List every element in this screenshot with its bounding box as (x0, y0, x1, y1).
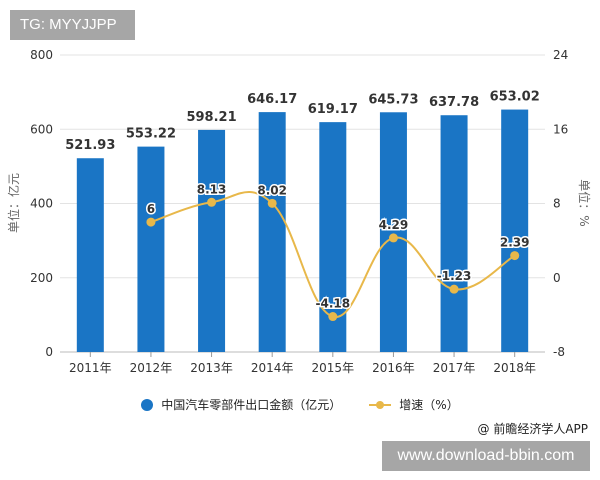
chart-area: 800 600 400 200 0 24 16 8 0 -8 单位：亿元 单位：% 521.93… (6, 48, 592, 375)
line-value-label: -1.23 (437, 269, 472, 283)
line-value-label: 6 (147, 202, 155, 216)
line-point[interactable] (207, 197, 217, 207)
x-tick-label: 2012年 (130, 361, 173, 375)
line-point[interactable] (267, 198, 277, 208)
right-tick-label: -8 (553, 345, 565, 359)
x-tick-label: 2017年 (433, 361, 476, 375)
bar[interactable] (137, 146, 165, 352)
footer-url-badge: www.download-bbin.com (382, 441, 590, 471)
bar[interactable] (379, 112, 407, 352)
tg-badge: TG: MYYJJPP (10, 10, 135, 40)
line-point[interactable] (146, 217, 156, 227)
line-series: 6 8.13 8.02 -4.18 4.29 -1.23 2.39 (145, 181, 531, 322)
left-axis-label: 单位：亿元 (6, 173, 21, 233)
bar-value-label: 637.78 (429, 95, 479, 110)
right-axis-ticks: 24 16 8 0 -8 (553, 48, 568, 359)
bar-value-label: 646.17 (247, 92, 297, 107)
line-point[interactable] (328, 312, 338, 322)
line-value-label: -4.18 (316, 297, 351, 311)
bar-value-label: 521.93 (65, 138, 115, 153)
legend-item-export-value[interactable]: 中国汽车零部件出口金额（亿元） (141, 396, 341, 413)
x-tick-label: 2016年 (372, 361, 415, 375)
legend-item-growth-rate[interactable]: 增速（%） (369, 396, 459, 413)
line-value-label: 8.02 (257, 183, 287, 197)
bar-value-label: 645.73 (368, 92, 418, 107)
right-tick-label: 8 (553, 197, 561, 211)
x-tick-label: 2018年 (493, 361, 536, 375)
line-point[interactable] (510, 251, 520, 261)
line-value-label: 2.39 (500, 236, 530, 250)
left-tick-label: 400 (30, 197, 53, 211)
bar-value-label: 619.17 (308, 102, 358, 117)
legend-label: 增速（%） (399, 398, 459, 412)
right-tick-label: 0 (553, 271, 561, 285)
right-tick-label: 24 (553, 48, 568, 62)
circle-icon (141, 398, 154, 411)
left-tick-label: 600 (30, 122, 53, 136)
bar[interactable] (440, 115, 468, 352)
right-axis-label: 单位：% (577, 179, 592, 226)
bar-value-labels: 521.93 553.22 598.21 646.17 619.17 645.73 637.… (65, 90, 540, 154)
x-tick-label: 2013年 (190, 361, 233, 375)
bar-series (76, 109, 529, 353)
legend-label: 中国汽车零部件出口金额（亿元） (161, 398, 342, 412)
left-tick-label: 0 (45, 345, 53, 359)
bar[interactable] (501, 109, 529, 353)
x-tick-label: 2015年 (312, 361, 355, 375)
line-point[interactable] (388, 233, 398, 243)
x-tick-label: 2014年 (251, 361, 294, 375)
legend: 中国汽车零部件出口金额（亿元） 增速（%） (0, 396, 600, 413)
bar-value-label: 553.22 (126, 127, 176, 142)
x-axis: 2011年 2012年 2013年 2014年 2015年 2016年 2017年 2018年 (69, 352, 536, 375)
bar[interactable] (198, 129, 226, 352)
bar[interactable] (76, 158, 104, 352)
x-tick-label: 2011年 (69, 361, 112, 375)
right-tick-label: 16 (553, 122, 568, 136)
source-credit: @ 前瞻经济学人APP (477, 422, 589, 436)
line-value-label: 8.13 (197, 182, 227, 196)
bar[interactable] (258, 112, 286, 352)
left-tick-label: 200 (30, 271, 53, 285)
line-marker-icon (369, 399, 392, 411)
bar-value-label: 598.21 (186, 110, 236, 125)
left-axis-ticks: 800 600 400 200 0 (30, 48, 53, 359)
line-point[interactable] (449, 284, 459, 294)
bar-value-label: 653.02 (490, 90, 540, 105)
line-value-label: 4.29 (379, 218, 409, 232)
left-tick-label: 800 (30, 48, 53, 62)
